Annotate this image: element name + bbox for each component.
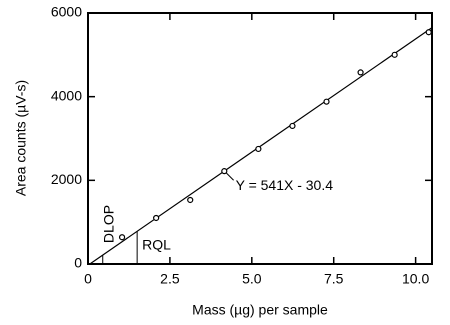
x-tick-label: 2.5	[160, 271, 180, 287]
y-tick-label: 4000	[51, 87, 82, 103]
data-point	[357, 69, 364, 76]
x-axis-label: Mass (µg) per sample	[192, 302, 328, 318]
data-point	[221, 168, 228, 175]
data-point	[153, 214, 160, 222]
data-point	[323, 98, 330, 105]
x-tick-label: 5.0	[242, 271, 262, 287]
y-tick-label: 2000	[51, 171, 82, 187]
annotation-label: RQL	[142, 237, 171, 253]
fit-label-leader	[225, 171, 234, 181]
x-tick-label: 10.0	[402, 271, 429, 287]
annotation-label: DLOP	[100, 205, 116, 243]
data-point	[187, 196, 194, 204]
y-tick-label: 6000	[51, 4, 82, 20]
data-point	[289, 122, 296, 130]
data-point	[255, 145, 262, 153]
y-axis-label: Area counts (µV-s)	[13, 80, 29, 196]
x-tick-label: 0	[84, 271, 92, 287]
fit-line	[89, 27, 433, 265]
x-tick-label: 7.5	[324, 271, 344, 287]
fit-label: Y = 541X - 30.4	[236, 177, 334, 193]
data-point	[118, 234, 126, 241]
data-point	[425, 29, 432, 36]
y-tick-label: 0	[74, 255, 82, 271]
data-point	[391, 51, 398, 58]
plot-frame	[87, 12, 433, 265]
